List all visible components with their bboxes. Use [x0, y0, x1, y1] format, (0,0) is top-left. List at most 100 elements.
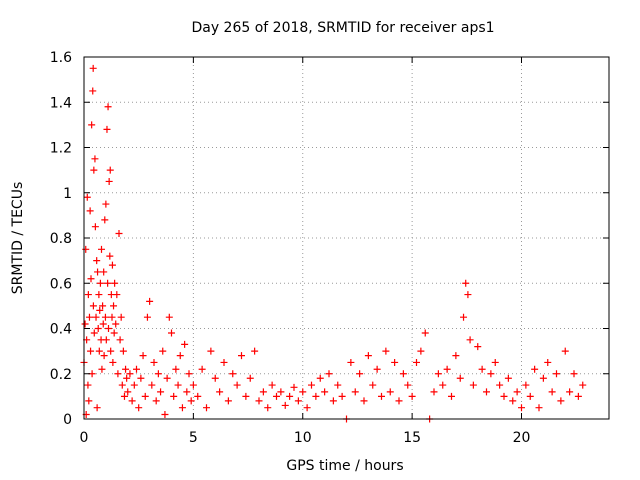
x-tick-label: 20: [513, 430, 531, 446]
data-point: [98, 365, 106, 373]
grid-lines: [84, 57, 609, 419]
data-point: [246, 374, 254, 382]
data-point: [338, 392, 346, 400]
data-point: [462, 279, 470, 287]
data-point: [496, 381, 504, 389]
data-point: [137, 374, 145, 382]
data-point: [382, 347, 390, 355]
data-point: [233, 381, 241, 389]
data-point: [207, 347, 215, 355]
data-point: [150, 358, 158, 366]
data-point: [139, 352, 147, 360]
data-point: [504, 374, 512, 382]
data-point: [123, 374, 131, 382]
data-point: [531, 365, 539, 373]
data-point: [347, 358, 355, 366]
data-point: [378, 392, 385, 400]
data-point: [114, 370, 122, 378]
data-point: [102, 200, 110, 208]
data-point: [104, 279, 112, 287]
data-point: [152, 397, 160, 405]
data-point: [544, 358, 552, 366]
data-point: [168, 329, 175, 337]
data-point: [185, 370, 193, 378]
y-ticks: 0 0.2 0.4 0.6 0.8 1 1.2 1.4 1.6: [50, 50, 609, 428]
data-point: [579, 381, 587, 389]
data-point: [404, 381, 412, 389]
data-point: [369, 381, 377, 389]
data-point: [116, 336, 124, 344]
data-point: [118, 381, 126, 389]
chart-title: Day 265 of 2018, SRMTID for receiver aps…: [191, 20, 494, 36]
data-point: [109, 358, 117, 366]
data-point: [141, 392, 149, 400]
data-point: [460, 313, 468, 321]
data-point: [277, 388, 285, 396]
data-point: [165, 313, 173, 321]
y-tick-label: 0.2: [50, 367, 72, 383]
data-point: [102, 336, 110, 344]
data-point: [84, 291, 92, 299]
data-point: [128, 397, 136, 405]
data-point: [89, 302, 97, 310]
data-point: [553, 370, 560, 378]
y-tick-label: 1.6: [50, 50, 72, 66]
x-tick-label: 15: [403, 430, 421, 446]
data-point: [308, 381, 315, 389]
data-point: [264, 404, 272, 412]
data-point: [96, 306, 104, 314]
data-point: [117, 313, 125, 321]
data-point: [91, 155, 99, 163]
data-point: [574, 392, 582, 400]
data-point: [143, 313, 151, 321]
data-point: [421, 329, 429, 337]
data-point: [105, 177, 113, 185]
data-point: [163, 374, 171, 382]
data-point: [570, 370, 578, 378]
data-point: [108, 313, 116, 321]
y-tick-label: 0: [63, 412, 72, 428]
data-point: [146, 297, 154, 305]
data-point: [303, 404, 311, 412]
data-point: [548, 388, 556, 396]
data-point: [443, 365, 451, 373]
data-point: [539, 374, 547, 382]
data-point: [273, 392, 280, 400]
data-point: [82, 245, 90, 253]
data-point: [178, 404, 186, 412]
data-point: [434, 370, 442, 378]
data-point: [119, 347, 127, 355]
data-point: [96, 279, 104, 287]
data-point: [93, 404, 101, 412]
data-point: [255, 397, 263, 405]
data-point: [242, 392, 250, 400]
x-ticks: 0 5 10 15 20: [80, 57, 531, 446]
data-point: [90, 329, 98, 337]
data-point: [148, 381, 156, 389]
x-tick-label: 0: [80, 430, 89, 446]
data-point: [83, 193, 91, 201]
data-point: [351, 388, 359, 396]
data-point: [513, 388, 521, 396]
data-point: [124, 388, 132, 396]
data-point: [112, 320, 120, 328]
data-point: [386, 388, 394, 396]
data-point: [526, 392, 534, 400]
data-point: [509, 397, 517, 405]
data-point: [101, 313, 109, 321]
data-point: [110, 329, 118, 337]
data-point: [211, 374, 219, 382]
data-point: [334, 381, 342, 389]
data-point: [105, 325, 112, 332]
data-point: [203, 404, 210, 412]
data-point: [81, 320, 89, 328]
data-point: [408, 392, 416, 400]
data-point: [281, 401, 289, 409]
data-point: [85, 313, 93, 321]
data-point: [268, 381, 276, 389]
data-point: [86, 207, 94, 215]
y-tick-label: 0.6: [50, 276, 72, 292]
data-point: [133, 365, 140, 373]
data-point: [154, 370, 162, 378]
